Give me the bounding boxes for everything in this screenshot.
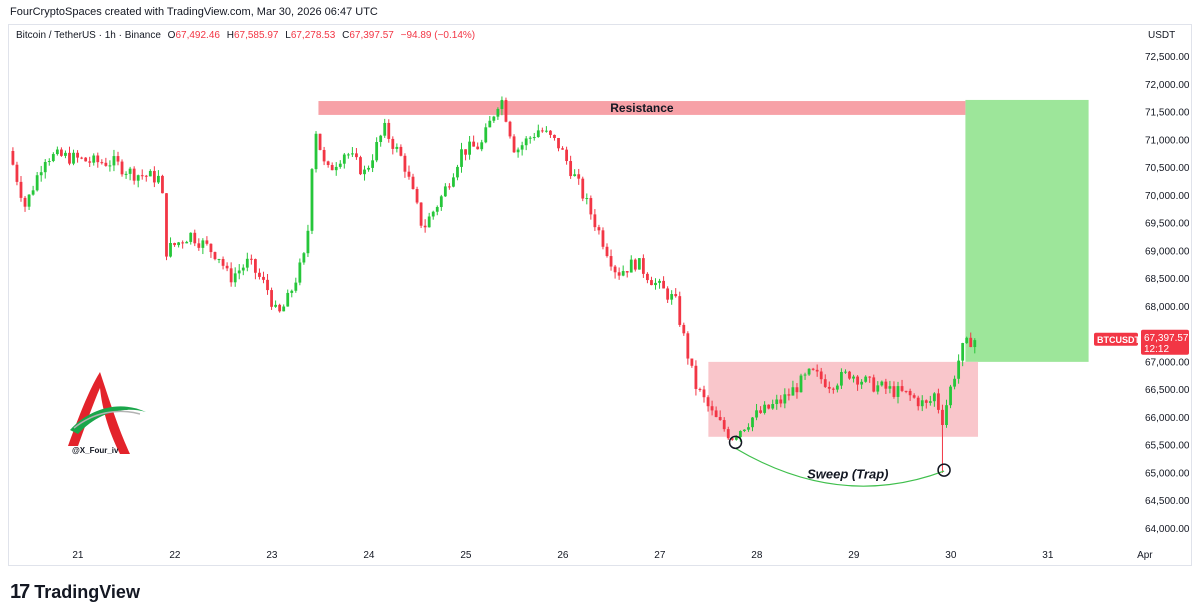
- open-label: O: [167, 30, 176, 41]
- close-label: C: [342, 30, 350, 41]
- tradingview-mark-icon: 17: [10, 581, 30, 603]
- symbol-name: Bitcoin / TetherUS · 1h · Binance: [16, 30, 161, 41]
- change-value: −94.89 (−0.14%): [400, 30, 476, 41]
- tradingview-wordmark: TradingView: [34, 582, 140, 602]
- chart-frame: [8, 24, 1192, 566]
- open-value: 67,492.46: [175, 30, 220, 41]
- high-label: H: [226, 30, 234, 41]
- close-value: 67,397.57: [349, 30, 394, 41]
- chart-credit: FourCryptoSpaces created with TradingVie…: [10, 6, 378, 18]
- low-label: L: [285, 30, 291, 41]
- tradingview-logo[interactable]: 17 TradingView: [10, 581, 140, 604]
- symbol-info[interactable]: Bitcoin / TetherUS · 1h · Binance O67,49…: [16, 30, 475, 41]
- high-value: 67,585.97: [233, 30, 279, 41]
- author-logo: [68, 372, 146, 454]
- low-value: 67,278.53: [290, 30, 336, 41]
- author-handle: @X_Four_iv: [72, 446, 119, 455]
- axis-unit: USDT: [1148, 30, 1176, 41]
